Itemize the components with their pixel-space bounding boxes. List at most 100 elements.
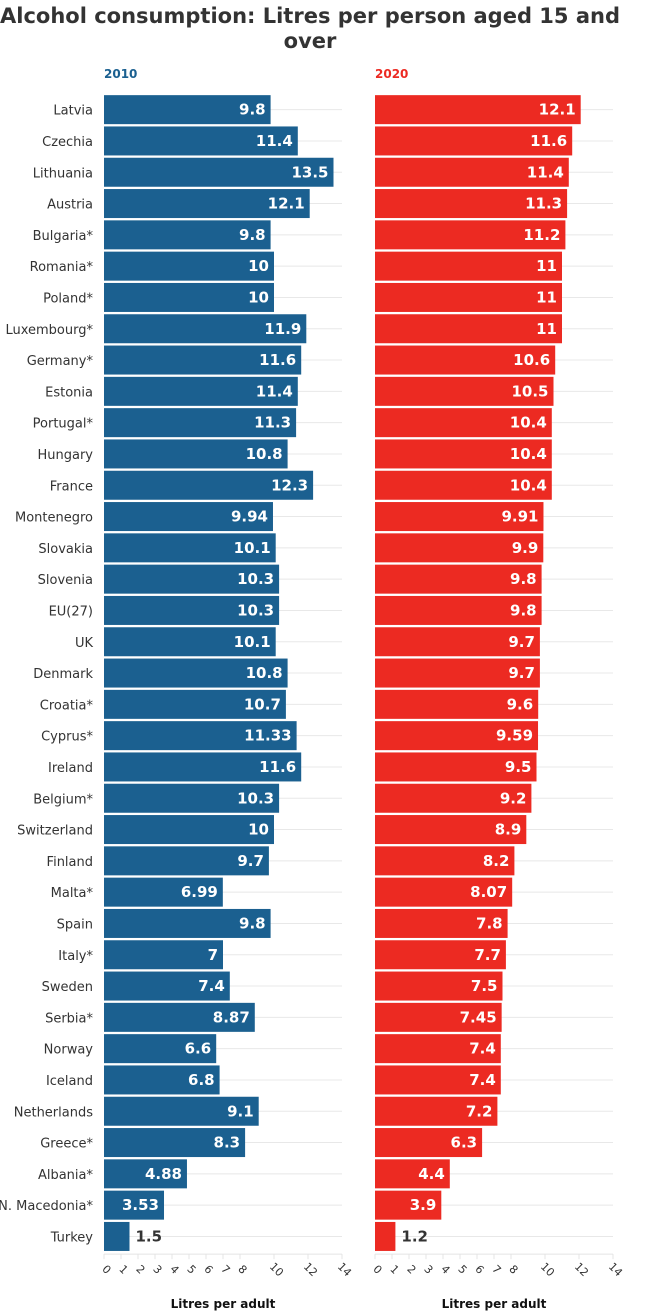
x-tick-label: 12 [572,1260,591,1279]
data-label: 6.3 [451,1134,478,1152]
bar-2020-Switzerland [375,815,527,845]
data-label: 10.4 [510,445,547,463]
data-label: 7.8 [476,914,503,932]
bar-2020-Bulgaria* [375,220,566,250]
category-label: Luxembourg* [5,323,93,338]
data-label: 11.3 [254,414,291,432]
category-label: Portugal* [33,417,94,432]
bar-2020-France [375,470,552,500]
category-label: Croatia* [40,698,94,713]
x-tick-label: 14 [335,1260,354,1279]
category-label: Germany* [27,354,94,369]
x-tick-label: 7 [218,1263,232,1277]
bar-2010-Slovenia [104,564,280,594]
x-tick-label: 6 [472,1263,486,1277]
category-label: Switzerland [17,824,93,839]
bar-2010-Latvia [104,95,271,125]
bar-2010-Croatia* [104,689,286,719]
panel-title-2020: 2020 [375,67,408,81]
bar-2010-Austria [104,189,310,219]
data-label: 8.2 [483,852,510,870]
bar-2010-Serbia* [104,1002,255,1032]
x-tick-label: 0 [99,1263,113,1277]
data-label: 1.2 [401,1227,428,1245]
data-label: 9.7 [508,633,535,651]
bar-2010-Luxembourg* [104,314,307,344]
bar-2020-EU(27) [375,595,542,625]
bar-2010-Denmark [104,658,288,688]
bar-2020-Poland* [375,282,562,312]
category-label: Spain [57,917,93,932]
bar-2010-Belgium* [104,783,280,813]
data-label: 4.88 [145,1165,182,1183]
data-label: 10 [248,288,269,306]
data-label: 10.8 [246,664,283,682]
category-label: Cyprus* [41,730,93,745]
category-label: Norway [44,1043,94,1058]
bar-2020-Belgium* [375,783,532,813]
data-label: 8.3 [214,1134,241,1152]
bar-2010-Norway [104,1034,217,1064]
bar-2020-Ireland [375,752,537,782]
data-label: 10 [248,257,269,275]
data-label: 6.6 [185,1040,212,1058]
category-label: Austria [47,198,93,213]
category-label: Belgium* [33,792,93,807]
category-label: France [50,479,93,494]
data-label: 7.7 [474,946,501,964]
bar-2010-UK [104,627,276,657]
category-label: UK [75,636,94,651]
data-label: 9.8 [239,914,266,932]
x-tick-label: 12 [301,1260,320,1279]
bar-2020-Albania* [375,1159,450,1189]
data-label: 8.07 [470,883,507,901]
data-label: 7.4 [198,977,225,995]
data-label: 10.4 [510,414,547,432]
data-label: 11.3 [525,195,562,213]
x-tick-label: 1 [387,1263,401,1277]
data-label: 11.6 [259,351,296,369]
data-label: 7.4 [469,1040,496,1058]
data-label: 10.1 [234,539,271,557]
bar-2010-Greece* [104,1128,246,1158]
bar-2010-N. Macedonia* [104,1190,165,1220]
data-label: 12.1 [268,195,305,213]
data-label: 9.5 [505,758,532,776]
category-label: N. Macedonia* [0,1199,93,1214]
bar-2020-Slovakia [375,533,544,563]
data-label: 11.33 [244,727,291,745]
bar-2010-Estonia [104,376,298,406]
bar-2010-Portugal* [104,408,297,438]
data-label: 12.1 [539,101,576,119]
data-label: 9.9 [512,539,539,557]
data-label: 11.6 [530,132,567,150]
category-label: Denmark [33,667,93,682]
x-tick-label: 14 [606,1260,625,1279]
data-label: 8.87 [213,1008,250,1026]
bar-2010-Switzerland [104,815,274,845]
category-label: Italy* [58,949,93,964]
category-label: Sweden [42,980,93,995]
bar-2010-Netherlands [104,1096,259,1126]
bar-2010-Poland* [104,282,274,312]
data-label: 10.1 [234,633,271,651]
data-label: 11.9 [264,320,301,338]
bar-2010-Cyprus* [104,721,297,751]
bar-2020-Czechia [375,126,573,156]
data-label: 9.91 [501,508,538,526]
data-label: 9.8 [239,101,266,119]
bar-2020-Cyprus* [375,721,539,751]
bar-2010-Albania* [104,1159,187,1189]
bar-2020-Finland [375,846,515,876]
x-tick-label: 8 [506,1263,520,1277]
bar-2010-Turkey [104,1221,130,1251]
bar-2010-Germany* [104,345,302,375]
bar-2010-France [104,470,314,500]
x-axis-title: Litres per adult [171,1297,276,1311]
bar-2010-EU(27) [104,595,280,625]
bar-2020-Slovenia [375,564,542,594]
bar-2020-N. Macedonia* [375,1190,442,1220]
bar-2020-Greece* [375,1128,483,1158]
data-label: 7.45 [460,1008,497,1026]
